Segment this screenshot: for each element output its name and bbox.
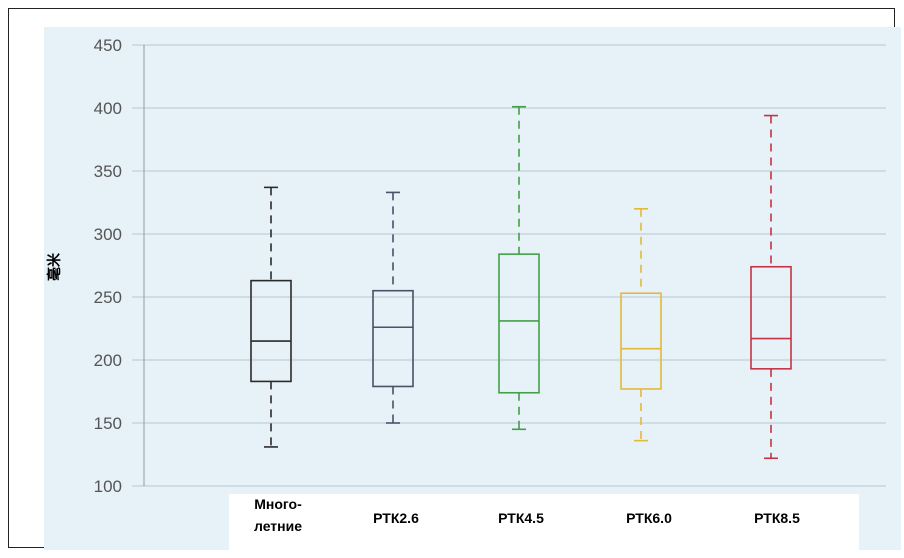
x-category-label: РТК8.5: [754, 510, 800, 526]
box-iqr: [498, 253, 540, 394]
box-iqr: [250, 279, 292, 383]
chart-frame: 100 150 200 250 300 350 400 450 毫米 Много-летние РТ…: [8, 8, 901, 550]
y-tick-label: 250: [94, 288, 122, 307]
y-tick-label: 200: [94, 351, 122, 370]
box-iqr: [372, 289, 414, 388]
category-label-band: [229, 494, 859, 550]
y-tick-label: 300: [94, 225, 122, 244]
x-category-label: РТК4.5: [498, 510, 544, 526]
x-category-label: РТК6.0: [626, 510, 672, 526]
box-iqr: [620, 292, 662, 390]
x-category-label: Много-: [254, 496, 302, 512]
y-tick-label: 450: [94, 36, 122, 55]
box-iqr: [750, 265, 792, 370]
y-tick-label: 150: [94, 414, 122, 433]
y-tick-label: 350: [94, 162, 122, 181]
x-category-label: летние: [254, 518, 302, 534]
plot-background: [44, 27, 901, 550]
y-tick-label: 100: [94, 477, 122, 496]
y-tick-label: 400: [94, 99, 122, 118]
x-category-label: РТК2.6: [373, 510, 419, 526]
y-axis-label: 毫米: [46, 252, 62, 281]
boxplot-chart: 100 150 200 250 300 350 400 450 毫米 Много-летние РТ…: [46, 36, 886, 534]
